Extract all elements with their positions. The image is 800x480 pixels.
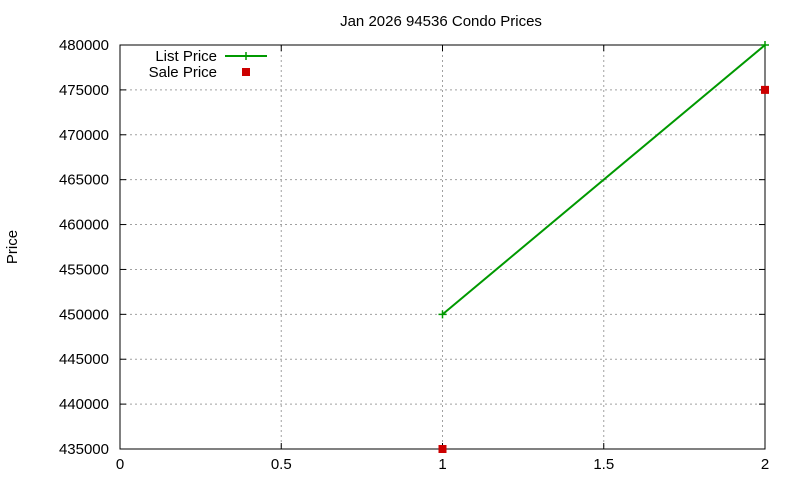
legend-plus-marker xyxy=(242,52,250,60)
sale-price-point xyxy=(761,85,769,94)
series xyxy=(438,41,769,453)
y-tick-label: 450000 xyxy=(59,306,109,323)
tick-labels: 0 0.5 1 1.5 2 435000 440000 445000 450000 455000 4… xyxy=(59,37,769,473)
y-tick-label: 465000 xyxy=(59,172,109,189)
legend-label: List Price xyxy=(155,48,217,65)
y-tick-label: 460000 xyxy=(59,217,109,234)
x-tick-label: 1.5 xyxy=(593,456,614,473)
grid xyxy=(120,45,765,449)
y-tick-label: 440000 xyxy=(59,396,109,413)
legend-label: Sale Price xyxy=(149,64,217,81)
y-tick-label: 455000 xyxy=(59,261,109,278)
list-price-line xyxy=(441,44,766,316)
sale-price-point xyxy=(438,445,447,453)
y-tick-label: 445000 xyxy=(59,351,109,368)
y-tick-label: 480000 xyxy=(59,37,109,54)
x-tick-label: 1 xyxy=(438,456,446,473)
y-tick-label: 470000 xyxy=(59,127,109,144)
x-tick-label: 0.5 xyxy=(271,456,292,473)
chart-title: Jan 2026 94536 Condo Prices xyxy=(340,13,542,30)
legend-square-marker xyxy=(242,68,250,76)
x-tick-label: 0 xyxy=(116,456,124,473)
x-tick-label: 2 xyxy=(761,456,769,473)
y-tick-label: 475000 xyxy=(59,82,109,99)
y-tick-label: 435000 xyxy=(59,441,109,458)
list-price-point xyxy=(761,41,769,49)
list-price-point xyxy=(438,310,447,319)
y-axis-label: Price xyxy=(4,230,21,264)
